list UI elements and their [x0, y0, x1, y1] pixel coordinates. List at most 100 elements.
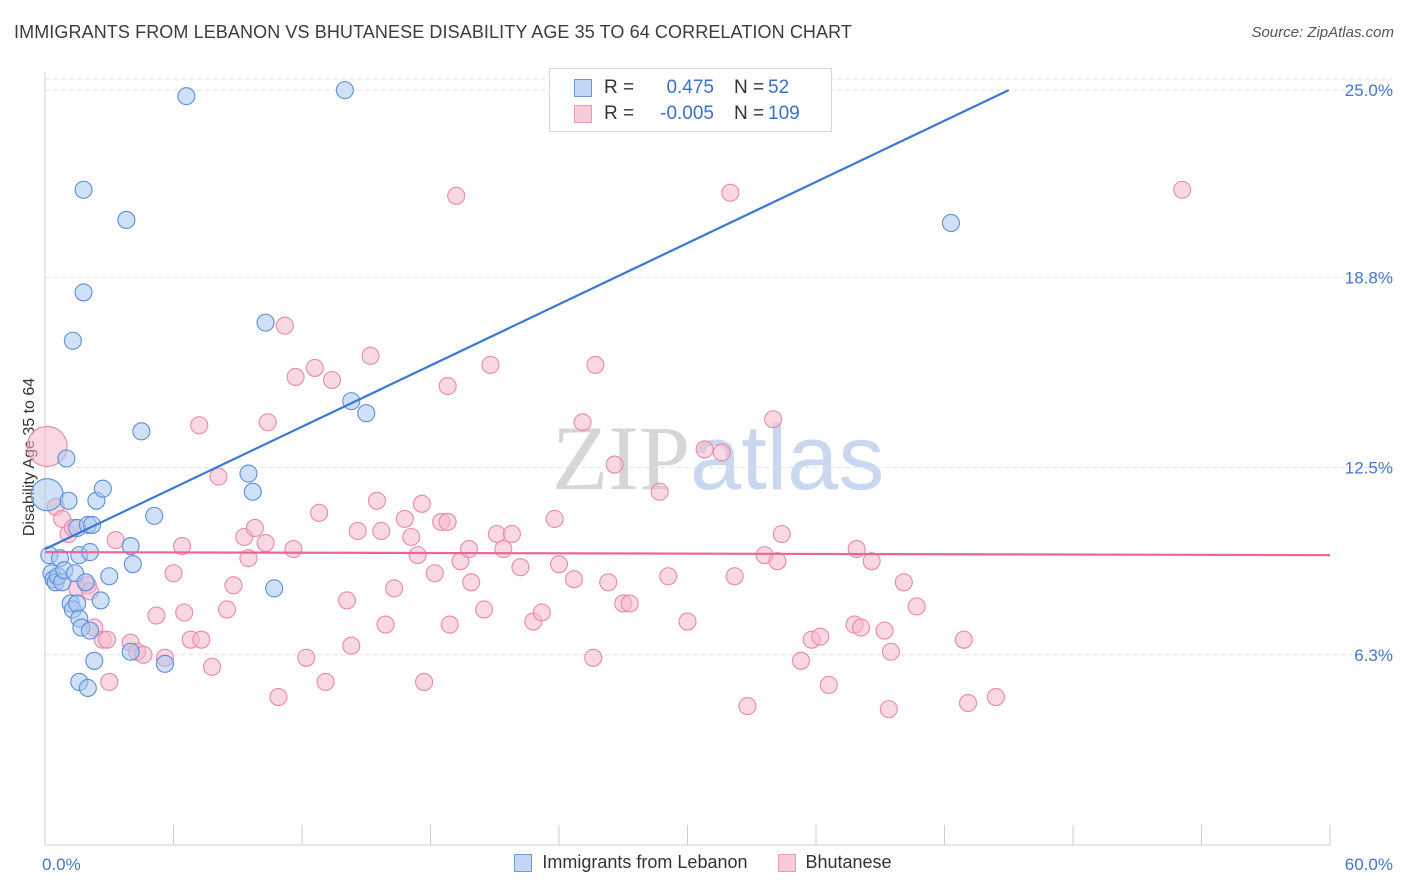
point-bhutanese [545, 509, 564, 528]
point-lebanon [59, 491, 78, 510]
point-bhutanese [650, 482, 669, 501]
point-bhutanese [98, 630, 117, 649]
point-bhutanese [297, 648, 316, 667]
point-bhutanese [438, 512, 457, 531]
point-bhutanese [258, 413, 277, 432]
point-lebanon [30, 478, 64, 512]
point-bhutanese [907, 597, 926, 616]
point-bhutanese [190, 416, 209, 435]
point-bhutanese [459, 540, 479, 559]
point-bhutanese [305, 358, 324, 377]
point-bhutanese [772, 524, 791, 544]
point-bhutanese [275, 316, 294, 335]
point-lebanon [68, 594, 87, 613]
legend-row-bhutanese: R = -0.005 N = 109 [574, 101, 808, 127]
point-bhutanese [376, 615, 395, 634]
point-bhutanese [586, 355, 605, 374]
point-bhutanese [549, 555, 569, 574]
legend-r-label: R = [604, 103, 635, 124]
legend-label: Immigrants from Lebanon [542, 852, 748, 872]
point-bhutanese [100, 672, 119, 691]
point-lebanon [121, 537, 140, 556]
point-bhutanese [881, 642, 901, 661]
point-lebanon [335, 81, 354, 100]
point-bhutanese [862, 552, 881, 571]
point-bhutanese [385, 579, 404, 598]
point-lebanon [76, 573, 95, 592]
point-bhutanese [361, 346, 380, 365]
legend-n-value: 109 [768, 103, 800, 124]
point-bhutanese [310, 503, 329, 522]
point-bhutanese [284, 540, 303, 559]
point-bhutanese [239, 549, 258, 568]
y-tick-label: 25.0% [1345, 81, 1393, 100]
point-lebanon [91, 591, 110, 610]
point-bhutanese [494, 540, 513, 559]
point-lebanon [239, 464, 258, 483]
point-bhutanese [564, 570, 584, 589]
point-bhutanese [447, 186, 466, 205]
point-bhutanese [599, 573, 618, 592]
legend-n-label: N = [734, 103, 765, 124]
point-bhutanese [395, 509, 414, 528]
point-lebanon [357, 404, 376, 423]
point-bhutanese [209, 467, 228, 486]
point-lebanon [123, 555, 142, 574]
point-bhutanese [348, 521, 367, 541]
point-bhutanese [532, 603, 551, 622]
point-lebanon [63, 331, 82, 350]
point-lebanon [941, 213, 960, 233]
point-bhutanese [573, 413, 592, 432]
trend-line-bhutanese [44, 551, 1331, 557]
legend-n-label: N = [734, 77, 765, 98]
point-lebanon [177, 87, 196, 106]
point-bhutanese [511, 558, 530, 577]
point-lebanon [117, 210, 136, 230]
point-lebanon [155, 654, 174, 673]
point-bhutanese [811, 627, 830, 646]
point-bhutanese [147, 606, 166, 625]
point-bhutanese [367, 491, 387, 510]
point-bhutanese [256, 533, 275, 553]
point-bhutanese [402, 527, 421, 547]
point-bhutanese [474, 600, 494, 619]
correlation-legend: R = 0.475 N = 52 R = -0.005 N = 109 [549, 68, 832, 132]
y-tick-label: 6.3% [1354, 646, 1393, 665]
point-bhutanese [851, 618, 871, 637]
point-bhutanese [440, 615, 459, 634]
point-bhutanese [584, 648, 603, 667]
x-tick-label: 0.0% [42, 855, 81, 874]
point-bhutanese [721, 183, 740, 202]
point-bhutanese [502, 524, 521, 544]
point-bhutanese [175, 603, 194, 622]
point-lebanon [80, 621, 100, 640]
point-bhutanese [342, 636, 361, 655]
point-bhutanese [26, 425, 68, 467]
point-bhutanese [659, 567, 678, 586]
point-bhutanese [192, 630, 211, 649]
point-bhutanese [224, 576, 243, 595]
point-lebanon [121, 642, 140, 661]
point-bhutanese [768, 552, 787, 571]
point-bhutanese [425, 564, 444, 583]
point-lebanon [132, 422, 151, 441]
point-lebanon [78, 678, 97, 698]
point-lebanon [243, 482, 262, 501]
point-bhutanese [412, 494, 431, 513]
legend-item-bhutanese: Bhutanese [777, 852, 892, 873]
point-bhutanese [481, 355, 500, 374]
point-bhutanese [408, 546, 427, 565]
legend-r-value: -0.005 [660, 103, 714, 124]
legend-row-lebanon: R = 0.475 N = 52 [574, 75, 808, 101]
legend-label: Bhutanese [805, 852, 892, 872]
point-bhutanese [164, 564, 183, 583]
chart-title: IMMIGRANTS FROM LEBANON VS BHUTANESE DIS… [14, 22, 852, 42]
point-bhutanese [875, 621, 894, 640]
point-lebanon [57, 449, 76, 468]
y-tick-label: 18.8% [1345, 268, 1393, 287]
point-bhutanese [738, 697, 757, 716]
point-bhutanese [959, 694, 978, 713]
point-bhutanese [269, 687, 288, 707]
point-bhutanese [173, 537, 192, 556]
